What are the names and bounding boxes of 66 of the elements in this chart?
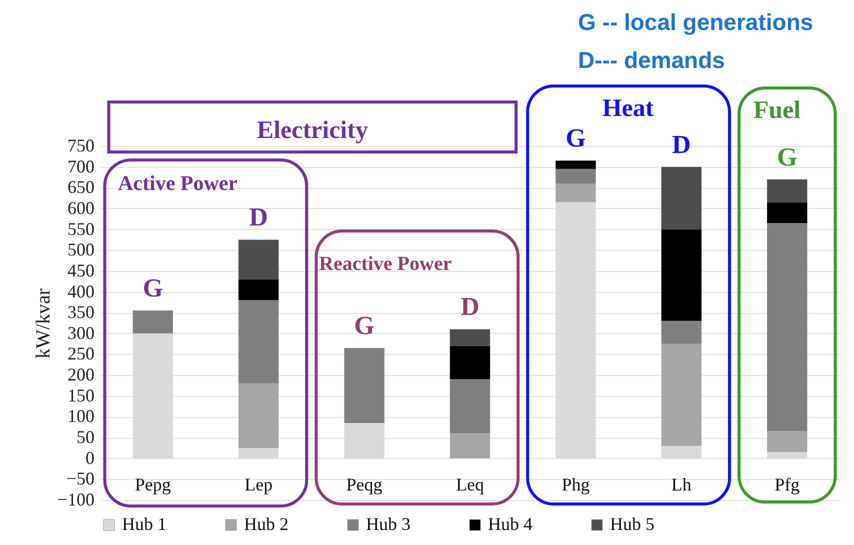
x-tick-label: Peqg — [346, 474, 382, 494]
bar — [661, 344, 702, 446]
annotation: G — [354, 310, 374, 340]
bar — [238, 279, 279, 300]
y-tick-label: 200 — [68, 364, 94, 385]
legend-label: Hub 5 — [610, 514, 654, 534]
y-tick-label: 150 — [68, 385, 94, 406]
bar — [767, 223, 808, 432]
bar — [450, 433, 490, 458]
text: Electricity — [256, 117, 368, 144]
annotation: D — [249, 202, 268, 232]
bar — [556, 160, 596, 169]
y-tick-label: 450 — [68, 260, 94, 280]
bar — [767, 202, 808, 224]
legend-label: Hub 2 — [244, 514, 288, 534]
y-tick-label: 350 — [68, 302, 94, 322]
text: Heat — [602, 95, 654, 122]
bar — [450, 379, 490, 434]
x-tick-label: Pfg — [774, 474, 800, 494]
bar — [556, 183, 596, 202]
y-tick-label: 650 — [68, 177, 94, 198]
annotation: D — [672, 130, 691, 159]
bar — [238, 383, 279, 448]
x-tick-label: Pepg — [134, 474, 171, 494]
y-axis-title: kW/kvar — [32, 288, 54, 358]
text: D--- demands — [578, 47, 725, 73]
y-tick-label: 750 — [68, 136, 94, 156]
bar — [450, 346, 490, 380]
bar — [450, 329, 490, 346]
annotation: G — [777, 142, 798, 172]
bar — [132, 310, 173, 334]
annotation: Reactive Power — [319, 253, 452, 275]
y-tick-label: 600 — [68, 198, 94, 218]
y-tick-label: 500 — [68, 240, 94, 260]
y-tick-label: −50 — [66, 468, 94, 489]
annotation: D — [460, 292, 480, 322]
x-tick-label: Lh — [671, 474, 692, 494]
text: G -- local generations — [578, 9, 814, 35]
bar — [661, 320, 702, 344]
y-tick-label: 700 — [68, 156, 94, 176]
annotation: Active Power — [118, 171, 238, 195]
bar — [767, 179, 808, 202]
annotation: G — [566, 124, 586, 153]
y-tick-label: 550 — [68, 218, 94, 239]
x-tick-label: Leq — [456, 474, 484, 494]
bar — [344, 348, 384, 423]
x-tick-label: Phg — [562, 474, 590, 494]
legend-label: Hub 4 — [488, 514, 532, 534]
bar — [661, 229, 702, 321]
y-tick-label: 100 — [68, 406, 94, 426]
y-tick-label: 250 — [68, 344, 94, 364]
bar — [661, 166, 702, 230]
legend-label: Hub 1 — [122, 514, 166, 534]
legend-label: Hub 3 — [366, 514, 410, 534]
y-tick-label: −100 — [57, 490, 94, 510]
bar — [238, 300, 279, 384]
x-tick-label: Lep — [244, 474, 273, 494]
text: Fuel — [753, 97, 801, 124]
annotation: G — [142, 274, 163, 303]
y-tick-label: 50 — [76, 427, 94, 448]
bar — [556, 168, 596, 184]
y-tick-label: 300 — [68, 322, 94, 343]
y-tick-label: 0 — [86, 448, 94, 468]
bar — [767, 431, 808, 452]
y-tick-label: 400 — [68, 281, 94, 302]
bar — [238, 240, 279, 280]
